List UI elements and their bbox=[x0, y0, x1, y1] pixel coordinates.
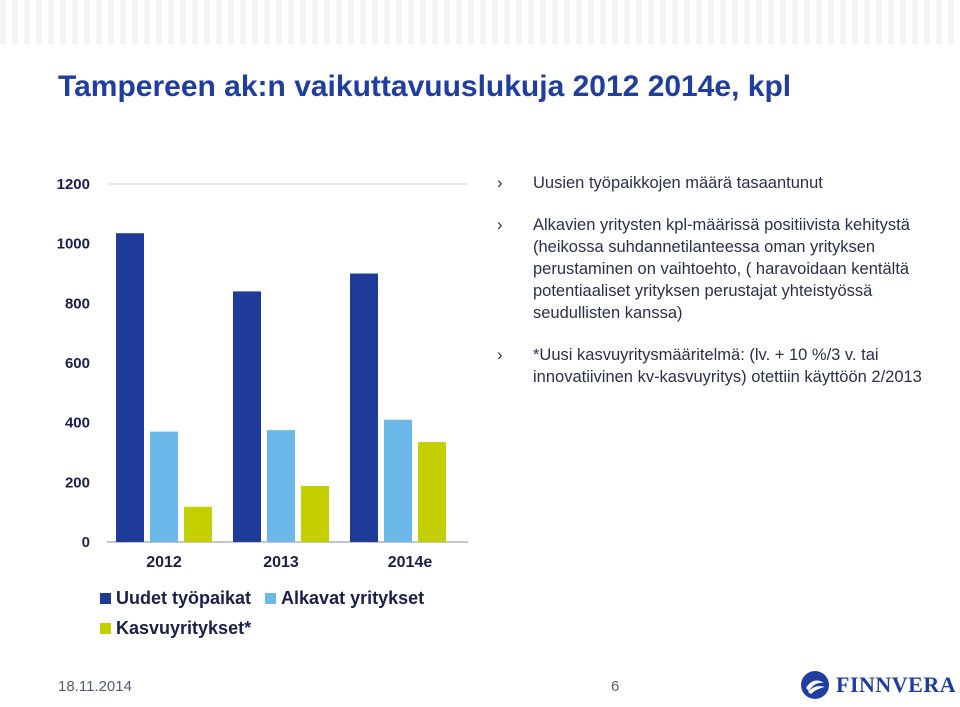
finnvera-logo: FINNVERA bbox=[800, 670, 956, 700]
category-label-2013: 2013 bbox=[263, 554, 299, 571]
y-tick-label: 400 bbox=[65, 415, 90, 432]
bullet-text: Uusien työpaikkojen määrä tasaantunut bbox=[533, 174, 823, 192]
bar-chart: 0 200 400 600 800 1000 1200 2012 2013 2014e bbox=[57, 176, 468, 571]
category-label-2014e: 2014e bbox=[388, 554, 433, 571]
bar-2014e-2 bbox=[384, 419, 412, 542]
bar-2012-3 bbox=[184, 506, 212, 542]
legend-row-2: Kasvuyritykset* bbox=[100, 613, 438, 643]
y-tick-label: 200 bbox=[65, 474, 90, 491]
bullet-list: › Uusien työpaikkojen määrä tasaantunut … bbox=[497, 172, 937, 408]
bar-2012-2 bbox=[150, 431, 178, 542]
y-tick-label: 800 bbox=[65, 295, 90, 312]
bullet-text: *Uusi kasvuyritysmääritelmä: (lv. + 10 %… bbox=[533, 346, 922, 386]
bullet-chevron-icon: › bbox=[497, 346, 503, 364]
bar-2013-1 bbox=[233, 291, 261, 542]
legend-swatch-alkavat bbox=[265, 592, 277, 604]
bullet-item: › Alkavien yritysten kpl-määrissä positi… bbox=[497, 214, 937, 324]
y-axis-ticks: 0 200 400 600 800 1000 1200 bbox=[57, 176, 468, 551]
bar-2013-3 bbox=[301, 485, 329, 542]
category-label-2012: 2012 bbox=[146, 554, 182, 571]
chart-legend: Uudet työpaikat Alkavat yritykset Kasvuy… bbox=[100, 583, 438, 643]
footer-date: 18.11.2014 bbox=[58, 678, 132, 695]
bar-2012-1 bbox=[116, 233, 144, 542]
legend-label-uudet: Uudet työpaikat bbox=[116, 587, 252, 608]
bullet-chevron-icon: › bbox=[497, 216, 503, 234]
decorative-header-stripes bbox=[0, 0, 960, 44]
bars bbox=[116, 233, 446, 542]
logo-text: FINNVERA bbox=[836, 672, 957, 697]
bullet-chevron-icon: › bbox=[497, 174, 503, 192]
legend-row-1: Uudet työpaikat Alkavat yritykset bbox=[100, 583, 438, 613]
bar-2013-2 bbox=[267, 430, 295, 542]
y-tick-label: 600 bbox=[65, 355, 90, 372]
legend-swatch-uudet bbox=[100, 592, 111, 604]
legend-label-alkavat: Alkavat yritykset bbox=[281, 587, 425, 608]
legend-item-kasvu: Kasvuyritykset* bbox=[100, 618, 251, 639]
legend-swatch-kasvu bbox=[100, 622, 111, 634]
finnvera-logo-icon bbox=[801, 671, 829, 699]
category-labels: 2012 2013 2014e bbox=[146, 554, 432, 571]
bullet-item: › Uusien työpaikkojen määrä tasaantunut bbox=[497, 172, 937, 194]
legend-item-uudet: Uudet työpaikat bbox=[100, 588, 251, 609]
bullet-item: › *Uusi kasvuyritysmääritelmä: (lv. + 10… bbox=[497, 344, 937, 388]
page-number: 6 bbox=[611, 678, 620, 695]
y-tick-label: 0 bbox=[82, 534, 90, 551]
legend-item-alkavat: Alkavat yritykset bbox=[265, 588, 424, 609]
bar-2014e-1 bbox=[350, 273, 378, 542]
slide-title: Tampereen ak:n vaikuttavuuslukuja 2012 2… bbox=[58, 70, 792, 103]
y-tick-label: 1200 bbox=[57, 176, 90, 193]
bullet-text: Alkavien yritysten kpl-määrissä positiiv… bbox=[533, 216, 910, 322]
y-tick-label: 1000 bbox=[57, 236, 90, 253]
legend-label-kasvu: Kasvuyritykset* bbox=[116, 617, 252, 638]
bar-2014e-3 bbox=[418, 442, 446, 542]
